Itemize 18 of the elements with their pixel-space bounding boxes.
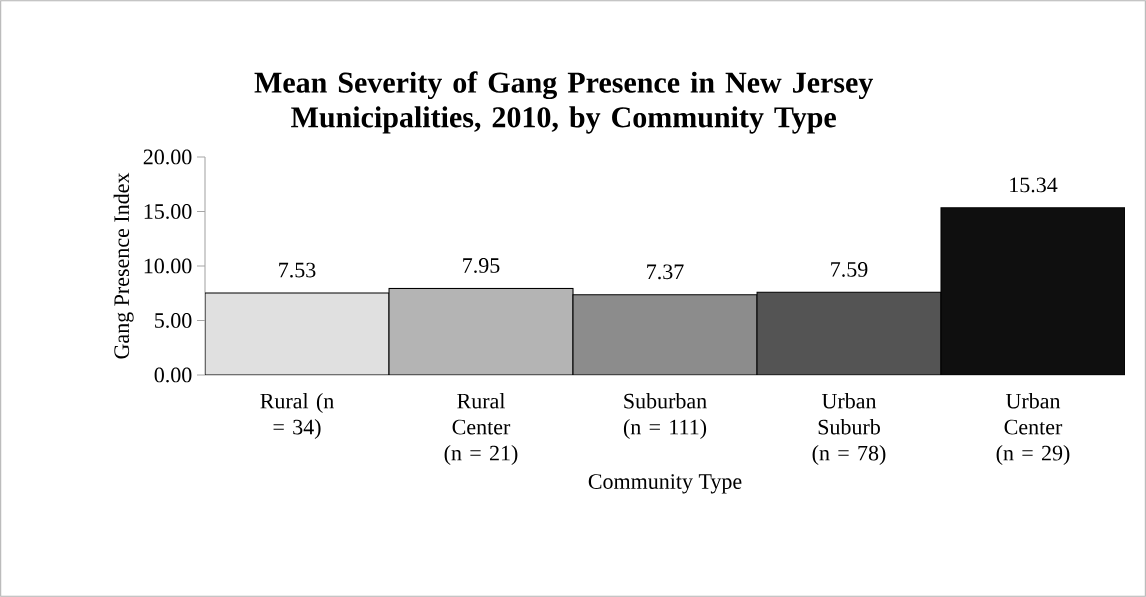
y-tick-label: 10.00 bbox=[144, 258, 192, 274]
x-tick-label: Suburban (n = 111) bbox=[623, 393, 707, 439]
data-label: 7.37 bbox=[647, 264, 684, 280]
y-tick-label: 5.00 bbox=[155, 313, 192, 328]
x-tick-label: Urban Center (n = 29) bbox=[996, 393, 1070, 465]
y-tick-label: 20.00 bbox=[143, 149, 192, 165]
x-axis-title: Community Type bbox=[588, 474, 742, 494]
data-label: 7.95 bbox=[463, 258, 500, 273]
y-tick-label: 0.00 bbox=[154, 367, 192, 383]
y-axis-title: Gang Presence Index bbox=[113, 172, 134, 359]
y-tick-label: 15.00 bbox=[144, 204, 192, 219]
data-label: 7.53 bbox=[279, 262, 316, 278]
data-label: 15.34 bbox=[1010, 177, 1058, 193]
x-tick-label: Rural (n = 34) bbox=[260, 393, 334, 439]
chart-title: Mean Severity of Gang Presence in New Jersey Municipalities, 2010, by Community Type bbox=[254, 71, 874, 134]
x-tick-label: Rural Center (n = 21) bbox=[444, 393, 518, 465]
data-label: 7.59 bbox=[831, 262, 868, 277]
x-tick-label: Urban Suburb (n = 78) bbox=[812, 393, 886, 465]
